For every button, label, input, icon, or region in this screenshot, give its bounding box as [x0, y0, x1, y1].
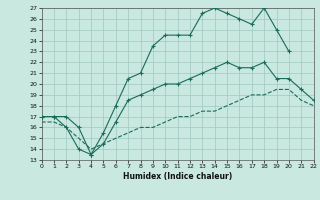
X-axis label: Humidex (Indice chaleur): Humidex (Indice chaleur)	[123, 172, 232, 181]
